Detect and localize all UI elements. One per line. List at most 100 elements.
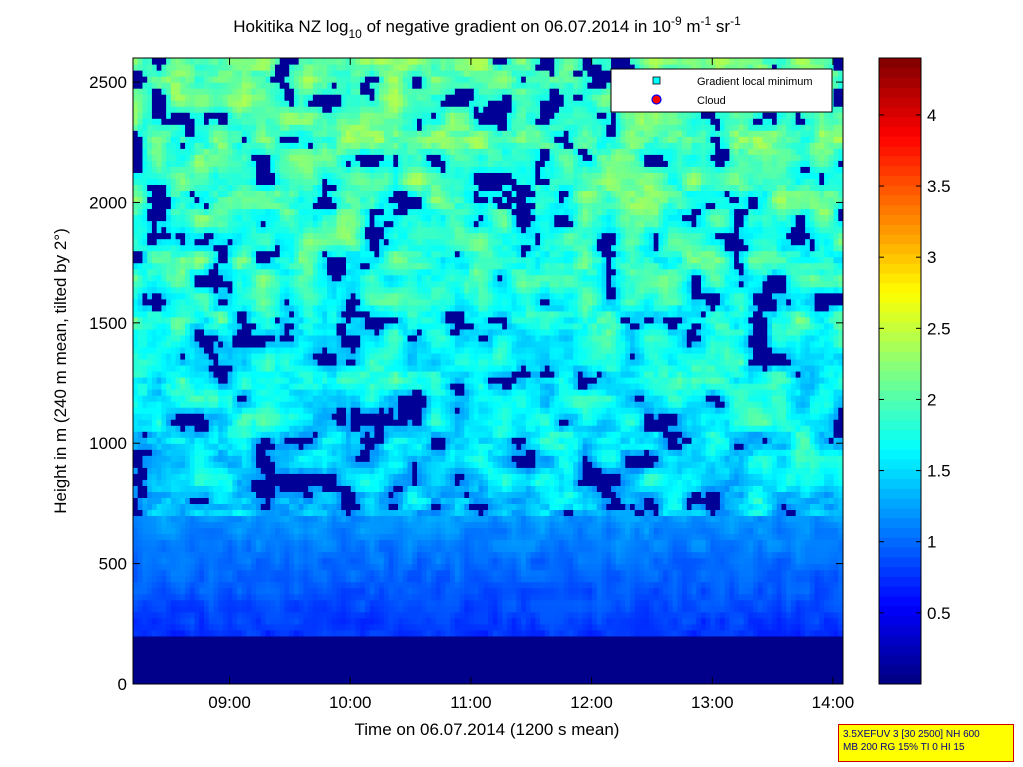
- heatmap-cell: [275, 587, 281, 595]
- heatmap-cell: [241, 64, 248, 71]
- heatmap-cell: [222, 455, 229, 462]
- heatmap-cell: [293, 455, 300, 462]
- heatmap-cell: [256, 617, 262, 625]
- heatmap-cell: [308, 617, 314, 625]
- heatmap-cell: [194, 545, 200, 553]
- heatmap-cell: [350, 130, 357, 137]
- heatmap-cell: [327, 377, 333, 384]
- heatmap-cell: [170, 148, 177, 155]
- heatmap-cell: [232, 419, 238, 426]
- heatmap-cell: [185, 166, 191, 173]
- heatmap-cell: [293, 503, 300, 511]
- heatmap-cell: [213, 334, 219, 342]
- heatmap-cell: [199, 118, 205, 125]
- heatmap-cell: [293, 509, 300, 517]
- heatmap-cell: [204, 671, 210, 679]
- heatmap-cell: [237, 166, 243, 173]
- heatmap-cell: [279, 497, 286, 505]
- heatmap-cell: [156, 521, 162, 529]
- heatmap-cell: [275, 449, 281, 456]
- heatmap-cell: [350, 569, 357, 577]
- heatmap-cell: [327, 70, 333, 77]
- heatmap-cell: [322, 425, 328, 432]
- heatmap-cell: [175, 352, 181, 360]
- heatmap-cell: [204, 112, 210, 119]
- heatmap-cell: [241, 431, 248, 438]
- heatmap-cell: [355, 431, 361, 438]
- heatmap-cell: [189, 653, 196, 661]
- heatmap-cell: [180, 322, 186, 330]
- heatmap-cell: [336, 671, 342, 679]
- heatmap-cell: [208, 82, 215, 89]
- heatmap-cell: [166, 557, 172, 565]
- heatmap-cell: [185, 551, 191, 559]
- heatmap-cell: [189, 527, 196, 535]
- heatmap-cell: [293, 238, 300, 246]
- heatmap-cell: [241, 587, 248, 595]
- heatmap-cell: [185, 587, 191, 595]
- heatmap-cell: [346, 250, 352, 258]
- heatmap-cell: [270, 677, 276, 684]
- heatmap-cell: [336, 533, 342, 541]
- heatmap-cell: [289, 503, 295, 511]
- heatmap-cell: [293, 611, 300, 619]
- heatmap-cell: [147, 533, 153, 541]
- heatmap-cell: [265, 497, 271, 505]
- heatmap-cell: [147, 389, 153, 396]
- heatmap-cell: [303, 557, 309, 565]
- heatmap-cell: [251, 503, 257, 511]
- heatmap-cell: [317, 316, 323, 324]
- heatmap-cell: [322, 665, 328, 673]
- heatmap-cell: [204, 677, 210, 684]
- heatmap-cell: [175, 136, 181, 143]
- heatmap-cell: [322, 160, 328, 167]
- heatmap-cell: [246, 106, 252, 113]
- heatmap-cell: [256, 587, 262, 595]
- heatmap-cell: [341, 593, 347, 601]
- heatmap-cell: [293, 371, 300, 378]
- heatmap-cell: [185, 443, 191, 450]
- heatmap-cell: [331, 647, 338, 655]
- heatmap-cell: [256, 443, 262, 450]
- heatmap-cell: [213, 316, 219, 324]
- heatmap-cell: [260, 617, 267, 625]
- heatmap-cell: [227, 509, 233, 517]
- heatmap-cell: [298, 569, 304, 577]
- heatmap-cell: [327, 431, 333, 438]
- heatmap-cell: [341, 208, 347, 216]
- heatmap-cell: [336, 413, 342, 420]
- heatmap-cell: [194, 172, 200, 179]
- heatmap-cell: [194, 575, 200, 583]
- heatmap-cell: [133, 659, 139, 667]
- heatmap-cell: [189, 617, 196, 625]
- heatmap-cell: [279, 118, 286, 125]
- heatmap-cell: [350, 82, 357, 89]
- heatmap-cell: [298, 383, 304, 390]
- heatmap-cell: [151, 449, 158, 456]
- heatmap-cell: [213, 124, 219, 131]
- heatmap-cell: [308, 358, 314, 366]
- heatmap-cell: [175, 268, 181, 276]
- heatmap-cell: [355, 298, 361, 306]
- heatmap-cell: [279, 298, 286, 306]
- heatmap-cell: [175, 214, 181, 222]
- heatmap-cell: [185, 178, 191, 185]
- heatmap-cell: [222, 94, 229, 101]
- heatmap-cell: [293, 82, 300, 89]
- heatmap-cell: [289, 497, 295, 505]
- heatmap-cell: [346, 473, 352, 480]
- heatmap-cell: [166, 298, 172, 306]
- heatmap-cell: [133, 112, 139, 119]
- heatmap-cell: [151, 256, 158, 264]
- heatmap-cell: [251, 148, 257, 155]
- heatmap-cell: [284, 461, 290, 468]
- heatmap-cell: [204, 545, 210, 553]
- heatmap-cell: [147, 671, 153, 679]
- heatmap-cell: [275, 94, 281, 101]
- heatmap-cell: [331, 653, 338, 661]
- heatmap-cell: [142, 509, 148, 517]
- heatmap-cell: [208, 172, 215, 179]
- heatmap-cell: [331, 316, 338, 324]
- heatmap-cell: [180, 298, 186, 306]
- heatmap-cell: [137, 383, 144, 390]
